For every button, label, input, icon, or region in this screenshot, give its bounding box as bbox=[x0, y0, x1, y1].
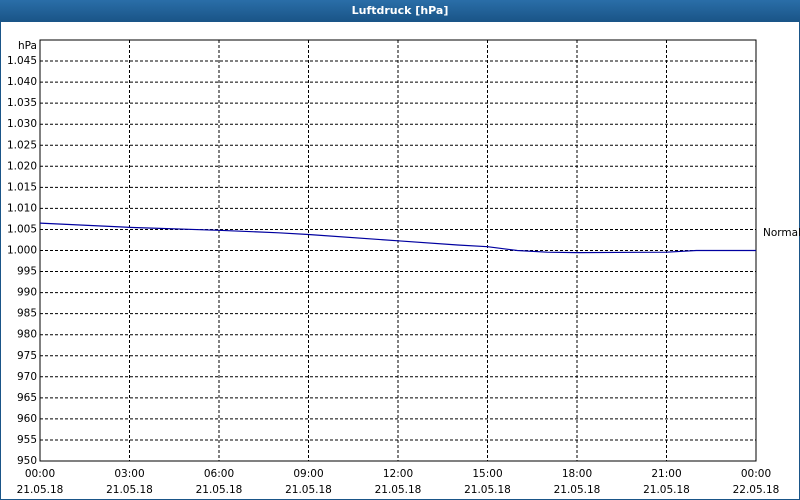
y-tick-label: 990 bbox=[17, 287, 37, 299]
y-tick-label: 1.045 bbox=[7, 55, 37, 67]
y-tick-label: 1.025 bbox=[7, 139, 37, 151]
x-tick-label: 12:00 bbox=[383, 468, 413, 480]
x-tick-label: 03:00 bbox=[114, 468, 144, 480]
x-tick-label: 21.05.18 bbox=[554, 484, 601, 496]
y-tick-label: 995 bbox=[17, 266, 37, 278]
x-tick-label: 22.05.18 bbox=[733, 484, 780, 496]
y-axis-label: hPa bbox=[18, 40, 37, 52]
series-line bbox=[39, 222, 756, 254]
y-tick-label: 1.035 bbox=[7, 97, 37, 109]
x-tick-label: 21.05.18 bbox=[375, 484, 422, 496]
y-tick-label: 1.005 bbox=[7, 223, 37, 235]
y-tick-label: 955 bbox=[17, 434, 37, 446]
legend-label: Normal bbox=[763, 227, 800, 239]
x-tick-label: 21.05.18 bbox=[285, 484, 332, 496]
y-tick-label: 975 bbox=[17, 350, 37, 362]
title-bar bbox=[0, 0, 800, 21]
y-tick-label: 970 bbox=[17, 371, 37, 383]
y-tick-label: 965 bbox=[17, 392, 37, 404]
x-tick-label: 21.05.18 bbox=[464, 484, 511, 496]
y-tick-label: 1.030 bbox=[7, 118, 37, 130]
y-tick-label: 1.040 bbox=[7, 76, 37, 88]
y-tick-label: 950 bbox=[17, 455, 37, 467]
x-tick-label: 15:00 bbox=[472, 468, 502, 480]
x-tick-label: 00:00 bbox=[25, 468, 55, 480]
x-tick-label: 21.05.18 bbox=[643, 484, 690, 496]
y-tick-label: 985 bbox=[17, 308, 37, 320]
x-tick-label: 18:00 bbox=[562, 468, 592, 480]
chart-title: Luftdruck [hPa] bbox=[352, 4, 449, 17]
y-tick-label: 1.020 bbox=[7, 160, 37, 172]
y-tick-label: 960 bbox=[17, 413, 37, 425]
x-tick-label: 06:00 bbox=[204, 468, 234, 480]
x-tick-label: 21.05.18 bbox=[106, 484, 153, 496]
y-tick-label: 1.010 bbox=[7, 202, 37, 214]
y-tick-label: 980 bbox=[17, 329, 37, 341]
x-tick-label: 21.05.18 bbox=[17, 484, 64, 496]
y-tick-label: 1.000 bbox=[7, 245, 37, 257]
x-tick-label: 21:00 bbox=[651, 468, 681, 480]
x-tick-label: 21.05.18 bbox=[196, 484, 243, 496]
y-tick-label: 1.015 bbox=[7, 181, 37, 193]
x-tick-label: 00:00 bbox=[741, 468, 771, 480]
x-tick-label: 09:00 bbox=[293, 468, 323, 480]
